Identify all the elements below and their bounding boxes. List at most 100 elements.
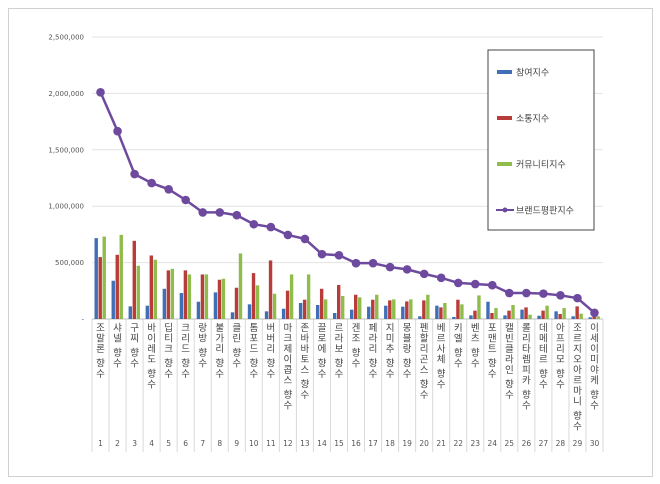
bar-0-27 [537,315,541,319]
line-point-28 [556,291,565,300]
bar-1-18 [388,300,392,319]
bar-0-7 [196,301,201,319]
y-tick-label: - [81,316,84,324]
bar-1-8 [217,279,222,319]
bar-2-10 [255,285,260,319]
bar-0-22 [452,316,456,319]
bar-1-9 [234,287,239,319]
bar-1-14 [319,288,324,319]
bar-0-12 [281,308,286,319]
legend-marker [502,207,508,213]
bar-2-28 [562,308,566,319]
bar-0-19 [401,306,405,319]
bar-2-27 [545,305,549,319]
bar-0-16 [350,309,354,319]
y-tick-label: 1,000,000 [48,203,84,211]
x-rank-label: 8 [217,439,222,448]
x-rank-label: 6 [183,439,188,448]
x-rank-label: 16 [351,439,361,448]
line-point-26 [522,288,531,298]
line-point-6 [181,195,190,205]
bar-2-23 [477,295,481,319]
y-tick-label: 2,500,000 [48,34,84,42]
bar-0-4 [145,305,150,319]
x-rank-label: 17 [368,439,378,448]
bar-2-3 [136,265,140,319]
bar-1-7 [200,274,205,319]
bar-1-24 [490,313,494,319]
x-rank-label: 13 [300,439,310,448]
line-point-19 [402,265,412,274]
bar-1-4 [149,255,154,319]
bar-2-30 [596,316,600,319]
bar-0-21 [435,305,439,319]
bar-2-26 [528,314,532,319]
bar-1-17 [371,299,375,319]
line-point-27 [539,289,548,298]
bar-1-11 [268,260,273,319]
x-rank-label: 19 [402,439,412,448]
bar-0-26 [520,309,524,319]
bar-2-7 [204,274,209,319]
legend-swatch [497,70,512,74]
bar-2-6 [187,274,192,319]
bar-0-10 [247,304,252,319]
line-point-20 [419,269,429,279]
legend-label: 커뮤니티지수 [516,160,566,171]
bar-0-13 [298,302,303,319]
bar-1-27 [541,310,545,319]
x-rank-label: 15 [334,439,344,448]
bar-0-2 [111,280,115,319]
x-rank-label: 14 [317,439,327,448]
bar-0-3 [128,306,132,319]
line-point-7 [198,208,208,217]
line-point-25 [505,288,514,298]
line-point-4 [147,178,156,188]
bar-2-25 [511,305,515,319]
bar-2-24 [494,308,498,319]
bar-0-23 [469,315,473,319]
bar-2-16 [358,297,362,319]
bar-2-15 [340,295,345,319]
x-rank-label: 3 [132,439,137,448]
bar-1-2 [115,254,119,319]
bar-2-5 [170,268,175,319]
legend-swatch [497,116,512,120]
x-rank-label: 11 [266,439,276,448]
bar-0-18 [384,305,388,319]
bar-1-3 [132,240,136,319]
line-point-22 [453,278,463,288]
x-rank-label: 23 [470,439,480,448]
bar-1-13 [302,299,307,319]
line-point-1 [96,87,105,97]
bar-1-19 [405,301,409,319]
x-rank-label: 29 [573,439,583,448]
bar-2-2 [119,234,123,319]
bar-1-16 [354,294,358,319]
x-rank-label: 24 [488,439,498,448]
bar-2-19 [409,299,413,319]
bar-2-9 [238,253,243,319]
bar-2-18 [392,299,396,319]
bar-0-30 [588,317,592,319]
line-point-30 [590,308,599,318]
bar-0-5 [162,288,167,319]
